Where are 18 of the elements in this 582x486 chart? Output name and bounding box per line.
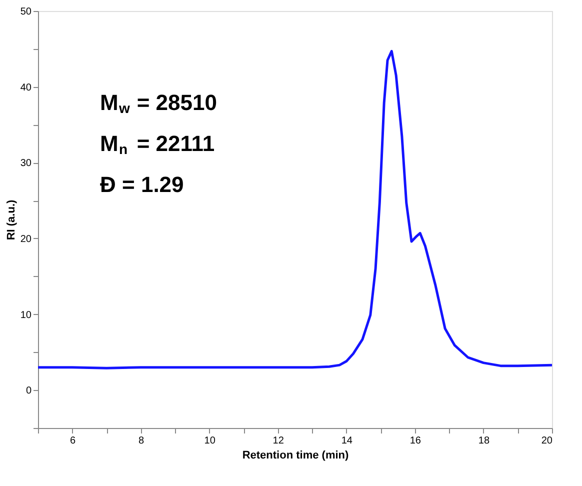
- line-series: [36, 50, 554, 370]
- x-tick-label: 8: [138, 436, 145, 446]
- y-tick-label: 30: [20, 158, 32, 170]
- y-tick-label: 40: [20, 82, 32, 94]
- y-tick-label: 0: [26, 386, 32, 397]
- x-axis-title: Retention time (min): [242, 450, 349, 462]
- annotation: Đ = 1.29: [100, 172, 184, 197]
- x-tick-label: 20: [541, 436, 553, 446]
- x-tick-label: 16: [410, 436, 422, 446]
- x-tick-label: 14: [341, 436, 353, 446]
- y-tick-label: 20: [20, 234, 32, 245]
- y-tick-label: 10: [20, 310, 32, 321]
- y-tick-label: 50: [20, 6, 32, 18]
- x-tick-label: 10: [204, 436, 216, 446]
- x-tick-label: 18: [478, 436, 490, 446]
- x-tick-label: 6: [70, 436, 76, 446]
- y-axis-title: RI (a.u.): [5, 200, 18, 240]
- x-tick-label: 12: [272, 436, 284, 446]
